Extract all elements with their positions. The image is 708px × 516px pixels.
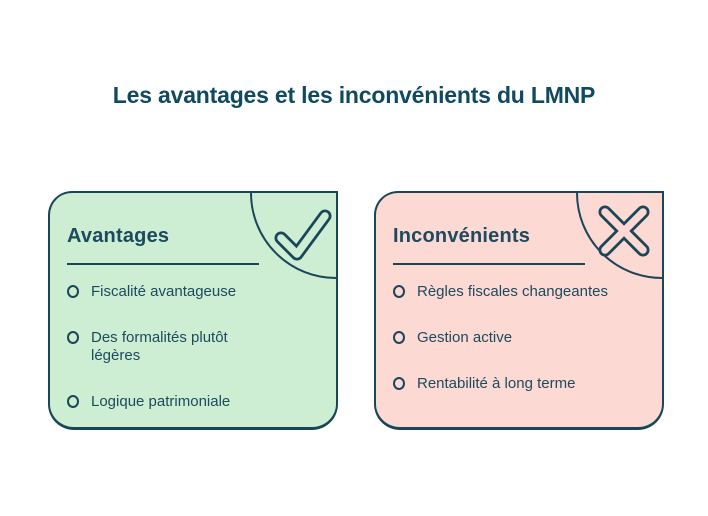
- heading-underline: [393, 263, 585, 265]
- list-item: Gestion active: [393, 329, 646, 347]
- list-item-label: Fiscalité avantageuse: [91, 283, 237, 300]
- disadvantages-card: Inconvénients Règles fiscales changeante…: [374, 191, 664, 430]
- cards-row: Avantages Fiscalité avantageuse Des form…: [48, 191, 664, 430]
- circle-bullet-icon: [393, 331, 405, 344]
- page-title: Les avantages et les inconvénients du LM…: [112, 82, 596, 108]
- advantages-list: Fiscalité avantageuse Des formalités plu…: [67, 283, 320, 411]
- list-item: Logique patrimoniale: [67, 393, 320, 411]
- circle-bullet-icon: [393, 285, 405, 298]
- list-item: Rentabilité à long terme: [393, 375, 646, 393]
- circle-bullet-icon: [67, 285, 79, 298]
- circle-bullet-icon: [67, 395, 79, 408]
- list-item-label: Des formalités plutôt légères: [91, 329, 228, 364]
- circle-bullet-icon: [393, 377, 405, 390]
- list-item: Fiscalité avantageuse: [67, 283, 320, 301]
- advantages-card: Avantages Fiscalité avantageuse Des form…: [48, 191, 338, 430]
- list-item: Règles fiscales changeantes: [393, 283, 646, 301]
- list-item-label: Logique patrimoniale: [91, 393, 231, 410]
- list-item-label: Règles fiscales changeantes: [417, 283, 608, 300]
- disadvantages-list: Règles fiscales changeantes Gestion acti…: [393, 283, 646, 393]
- list-item-label: Gestion active: [417, 329, 513, 346]
- disadvantages-heading: Inconvénients: [393, 225, 531, 247]
- advantages-heading: Avantages: [67, 225, 170, 247]
- circle-bullet-icon: [67, 331, 79, 344]
- list-item-label: Rentabilité à long terme: [417, 375, 576, 392]
- list-item: Des formalités plutôt légères: [67, 329, 320, 365]
- heading-underline: [67, 263, 259, 265]
